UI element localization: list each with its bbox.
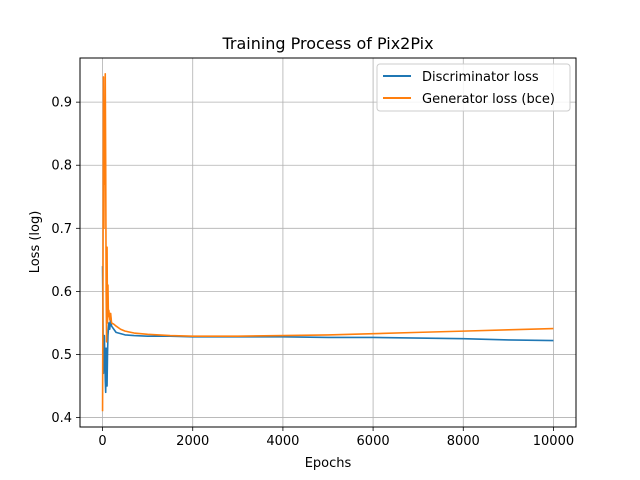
x-tick-label: 10000 [533,434,574,449]
y-axis-label: Loss (log) [28,211,43,274]
grid [80,58,576,427]
legend-label-generator: Generator loss (bce) [422,92,555,107]
axis-ticks: 0 2000 4000 6000 8000 10000 0.4 0.5 0.6 0.7 0.8 0.9 [51,96,574,449]
y-tick-label: 0.9 [51,96,72,111]
legend-box [376,63,571,112]
x-tick-label: 8000 [447,434,480,449]
generator-loss-line [101,72,554,412]
x-tick-label: 6000 [357,434,390,449]
chart-title: Training Process of Pix2Pix [221,34,433,53]
y-tick-label: 0.5 [51,348,72,363]
x-axis-label: Epochs [305,456,352,471]
series-layer [101,72,554,412]
x-tick-label: 2000 [176,434,209,449]
plot-frame [79,57,577,428]
x-tick-label: 0 [98,434,106,449]
legend-label-discriminator: Discriminator loss [422,70,539,85]
legend: Discriminator loss Generator loss (bce) [376,63,571,112]
y-tick-label: 0.7 [51,222,72,237]
x-tick-label: 4000 [266,434,299,449]
discriminator-loss-line [101,266,554,394]
y-tick-label: 0.4 [51,411,72,426]
y-tick-label: 0.6 [51,285,72,300]
y-tick-label: 0.8 [51,159,72,174]
